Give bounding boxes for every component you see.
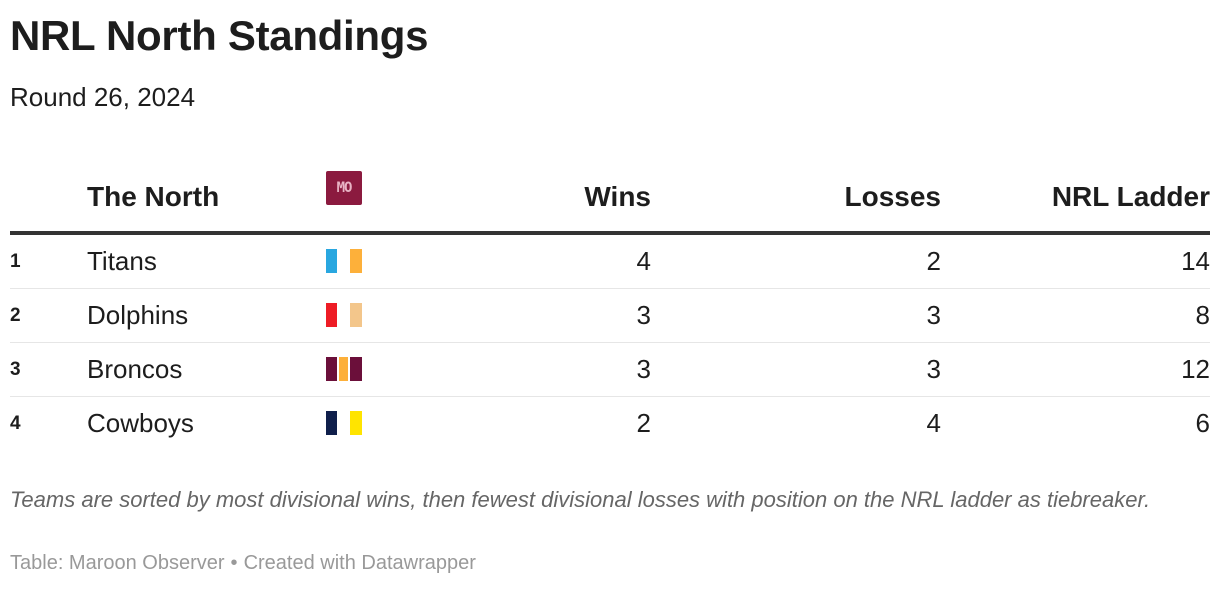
ladder-cell: 6 xyxy=(1195,408,1210,438)
color-stripe xyxy=(326,411,337,435)
losses-cell: 2 xyxy=(926,246,941,276)
swatch-gap xyxy=(337,303,350,327)
rank-cell: 2 xyxy=(10,305,21,326)
subtitle: Round 26, 2024 xyxy=(10,82,196,112)
table-row: 4 Cowboys 2 4 6 xyxy=(10,397,1210,450)
color-stripe xyxy=(350,303,362,327)
column-header-team[interactable]: The North xyxy=(87,181,220,212)
team-name-cell: Cowboys xyxy=(87,408,194,438)
rank-cell: 1 xyxy=(10,251,21,272)
maroon-observer-logo: MO xyxy=(326,171,362,205)
source-separator: • xyxy=(230,552,238,574)
ladder-cell: 14 xyxy=(1181,246,1210,276)
rank-cell: 4 xyxy=(10,413,21,434)
rank-cell: 3 xyxy=(10,359,21,380)
losses-cell: 3 xyxy=(926,300,941,330)
column-header-ladder[interactable]: NRL Ladder xyxy=(1051,181,1210,212)
team-colors-swatch xyxy=(326,249,362,273)
team-colors-swatch xyxy=(326,357,362,381)
team-name-cell: Dolphins xyxy=(87,300,189,330)
team-colors-swatch xyxy=(326,411,362,435)
color-stripe xyxy=(350,249,362,273)
losses-cell: 3 xyxy=(926,354,941,384)
ladder-cell: 12 xyxy=(1181,354,1210,384)
standings-table: The North MO Wins Losses NRL Ladder 1 Tit… xyxy=(10,165,1210,450)
color-stripe xyxy=(339,357,348,381)
column-header-losses[interactable]: Losses xyxy=(844,181,942,212)
source-line: Table: Maroon Observer • Created with Data… xyxy=(10,552,476,575)
wins-cell: 4 xyxy=(636,246,651,276)
color-stripe xyxy=(326,303,337,327)
team-colors-swatch xyxy=(326,303,362,327)
swatch-gap xyxy=(348,357,350,381)
table-row: 3 Broncos 3 3 12 xyxy=(10,343,1210,397)
ladder-cell: 8 xyxy=(1195,300,1210,330)
wins-cell: 3 xyxy=(636,300,651,330)
column-header-wins[interactable]: Wins xyxy=(584,181,651,212)
page-title: NRL North Standings xyxy=(10,12,429,59)
losses-cell: 4 xyxy=(926,408,941,438)
color-stripe xyxy=(350,357,362,381)
table-header: The North MO Wins Losses NRL Ladder xyxy=(10,165,1210,235)
swatch-gap xyxy=(337,249,350,273)
table-notes: Teams are sorted by most divisional wins… xyxy=(10,487,1151,512)
wins-cell: 2 xyxy=(636,408,651,438)
table-body: 1 Titans 4 2 14 2 Dolphins 3 3 8 3 Broncos 3 3 12 4 Cowb… xyxy=(10,235,1210,450)
datawrapper-credit-link[interactable]: Created with Datawrapper xyxy=(243,552,476,574)
color-stripe xyxy=(326,357,337,381)
source-label: Table: Maroon Observer xyxy=(10,552,225,574)
team-name-cell: Titans xyxy=(87,246,157,276)
color-stripe xyxy=(326,249,337,273)
wins-cell: 3 xyxy=(636,354,651,384)
table-row: 2 Dolphins 3 3 8 xyxy=(10,289,1210,343)
color-stripe xyxy=(350,411,362,435)
table-row: 1 Titans 4 2 14 xyxy=(10,235,1210,289)
swatch-gap xyxy=(337,411,350,435)
swatch-gap xyxy=(337,357,339,381)
team-name-cell: Broncos xyxy=(87,354,183,384)
